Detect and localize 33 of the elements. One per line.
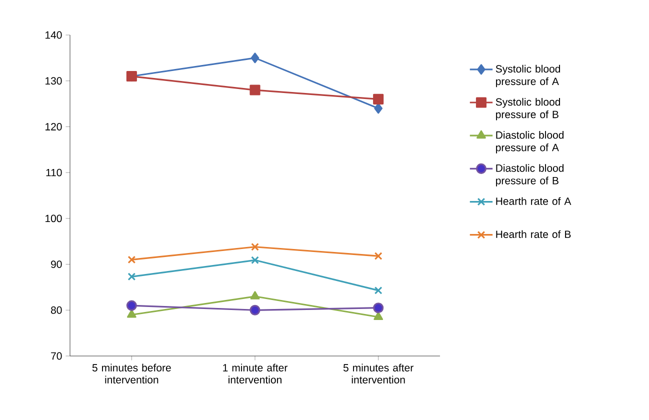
x-tick-label: 5 minutes before intervention	[92, 364, 171, 384]
legend-label: Diastolic blood pressure of A	[496, 131, 564, 154]
point	[250, 84, 260, 96]
point	[251, 242, 259, 251]
legend-label: Hearth rate of A	[496, 197, 572, 205]
point	[374, 103, 382, 114]
y-tick-label: 100	[46, 214, 62, 222]
legend-label: Systolic blood pressure of A	[496, 64, 560, 88]
y-tick-label: 90	[51, 260, 62, 268]
point	[250, 52, 260, 64]
y-tick-label: 130	[46, 77, 62, 85]
legend-label: Diastolic blood pressure of B	[496, 164, 564, 186]
point	[374, 312, 384, 320]
point	[128, 256, 136, 264]
x-tick-label: 1 minute after intervention	[223, 364, 288, 384]
point	[126, 309, 136, 318]
point	[373, 302, 384, 314]
point	[374, 286, 382, 294]
point	[126, 300, 137, 311]
point	[373, 94, 384, 104]
legend-label: Systolic blood pressure of B	[496, 98, 560, 120]
x-tick-label: 5 minutes after intervention	[343, 364, 414, 384]
y-tick-label: 70	[51, 352, 62, 360]
y-tick-label: 110	[46, 168, 62, 176]
y-tick-label: 80	[51, 306, 62, 314]
y-tick-label: 120	[46, 123, 62, 130]
point	[251, 256, 259, 264]
legend-label: Hearth rate of B	[496, 230, 571, 238]
y-tick-label: 140	[46, 31, 62, 39]
point	[250, 304, 260, 316]
point	[250, 291, 260, 300]
point	[128, 272, 136, 281]
point	[374, 252, 382, 260]
